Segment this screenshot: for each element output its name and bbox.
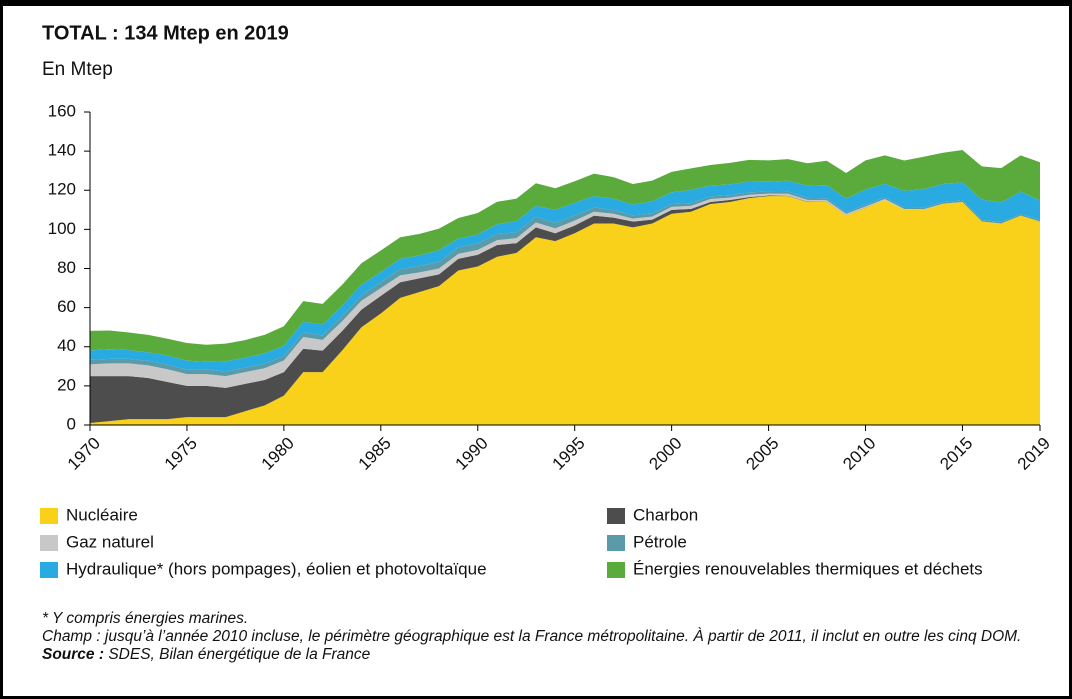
legend-label: Énergies renouvelables thermiques et déc… <box>633 559 983 578</box>
legend-swatch <box>40 508 58 524</box>
y-tick-label: 120 <box>48 180 76 199</box>
note: Champ : jusqu’à l’année 2010 incluse, le… <box>42 628 1022 645</box>
legend-swatch <box>607 508 625 524</box>
x-tick-label: 1980 <box>258 434 298 474</box>
area <box>90 180 1040 372</box>
y-tick-label: 140 <box>48 141 76 160</box>
legend-swatch <box>40 562 58 578</box>
y-tick-label: 80 <box>57 258 76 277</box>
legend-label: Gaz naturel <box>66 532 154 551</box>
y-tick-label: 20 <box>57 375 76 394</box>
notes: * Y compris énergies marines. Champ : ju… <box>42 610 1052 664</box>
source: Source : SDES, Bilan énergétique de la F… <box>42 646 1052 664</box>
x-tick-label: 2015 <box>936 434 976 474</box>
legend-swatch <box>607 535 625 551</box>
x-tick-label: 2000 <box>645 434 685 474</box>
chart-subtitle: En Mtep <box>42 59 113 80</box>
x-tick-label: 1970 <box>64 434 104 474</box>
x-tick-label: 2019 <box>1014 434 1054 474</box>
area <box>90 195 1040 424</box>
x-tick-label: 2010 <box>839 434 879 474</box>
source-label: Source : <box>42 646 105 663</box>
x-tick-label: 1995 <box>549 434 589 474</box>
chart-title: TOTAL : 134 Mtep en 2019 <box>42 22 289 44</box>
legend-label: Nucléaire <box>66 505 138 524</box>
x-tick-label: 1985 <box>355 434 395 474</box>
legend-label: Charbon <box>633 505 698 524</box>
area <box>90 193 1040 388</box>
legend-swatch <box>607 562 625 578</box>
area <box>90 149 1040 362</box>
y-tick-label: 40 <box>57 336 76 355</box>
x-tick-label: 2005 <box>742 434 782 474</box>
x-tick-label: 1990 <box>452 434 492 474</box>
y-tick-label: 0 <box>67 414 76 433</box>
y-tick-label: 100 <box>48 219 76 238</box>
y-tick-label: 60 <box>57 297 76 316</box>
y-tick-label: 160 <box>48 101 76 120</box>
legend-label: Hydraulique* (hors pompages), éolien et … <box>66 559 487 578</box>
x-tick-label: 1975 <box>161 434 201 474</box>
area <box>90 196 1040 425</box>
legend-swatch <box>40 535 58 551</box>
note: * Y compris énergies marines. <box>42 610 249 627</box>
legend-label: Pétrole <box>633 532 687 551</box>
source-text: SDES, Bilan énergétique de la France <box>108 646 371 663</box>
